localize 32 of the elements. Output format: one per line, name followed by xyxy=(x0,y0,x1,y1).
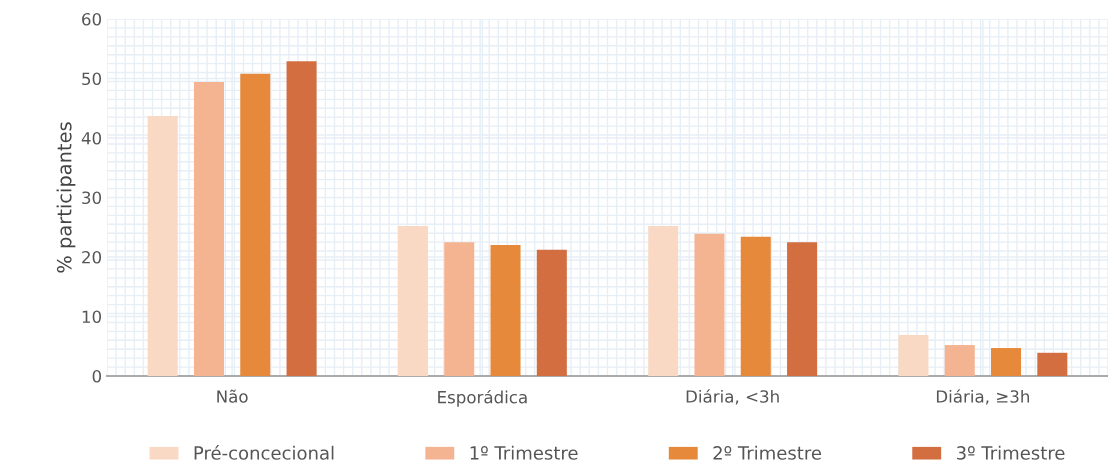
x-tick-label: Diária, ≥3h xyxy=(936,389,1030,405)
legend-label: Pré-concecional xyxy=(194,445,334,460)
bar xyxy=(740,236,771,376)
bar xyxy=(787,242,818,376)
bar xyxy=(147,115,178,376)
x-tick-label: Esporádica xyxy=(438,389,527,407)
bar xyxy=(991,348,1022,376)
bar xyxy=(240,73,271,376)
bar xyxy=(694,233,725,376)
y-tick-label: 10 xyxy=(82,310,102,324)
x-tick-label: Não xyxy=(217,389,248,403)
x-tick-label: Diária, <3h xyxy=(686,389,779,405)
bar xyxy=(490,245,521,376)
y-tick-label: 20 xyxy=(82,250,102,264)
legend-label: 3º Trimestre xyxy=(956,445,1065,460)
bar xyxy=(898,334,929,376)
bar xyxy=(1037,352,1068,376)
y-axis-title: % participantes xyxy=(56,122,76,273)
bar xyxy=(944,345,975,376)
y-tick-label: 0 xyxy=(92,369,102,383)
legend-label: 2º Trimestre xyxy=(713,445,822,460)
bar xyxy=(444,242,475,376)
bar xyxy=(536,249,567,376)
y-tick-label: 50 xyxy=(82,72,102,86)
y-tick-label: 60 xyxy=(82,12,102,26)
y-tick-label: 30 xyxy=(82,191,102,205)
legend-label: 1º Trimestre xyxy=(470,445,578,460)
bar xyxy=(397,226,428,376)
bar xyxy=(648,226,679,376)
bar xyxy=(286,61,317,376)
y-tick-label: 40 xyxy=(81,131,102,145)
bar xyxy=(193,82,224,376)
